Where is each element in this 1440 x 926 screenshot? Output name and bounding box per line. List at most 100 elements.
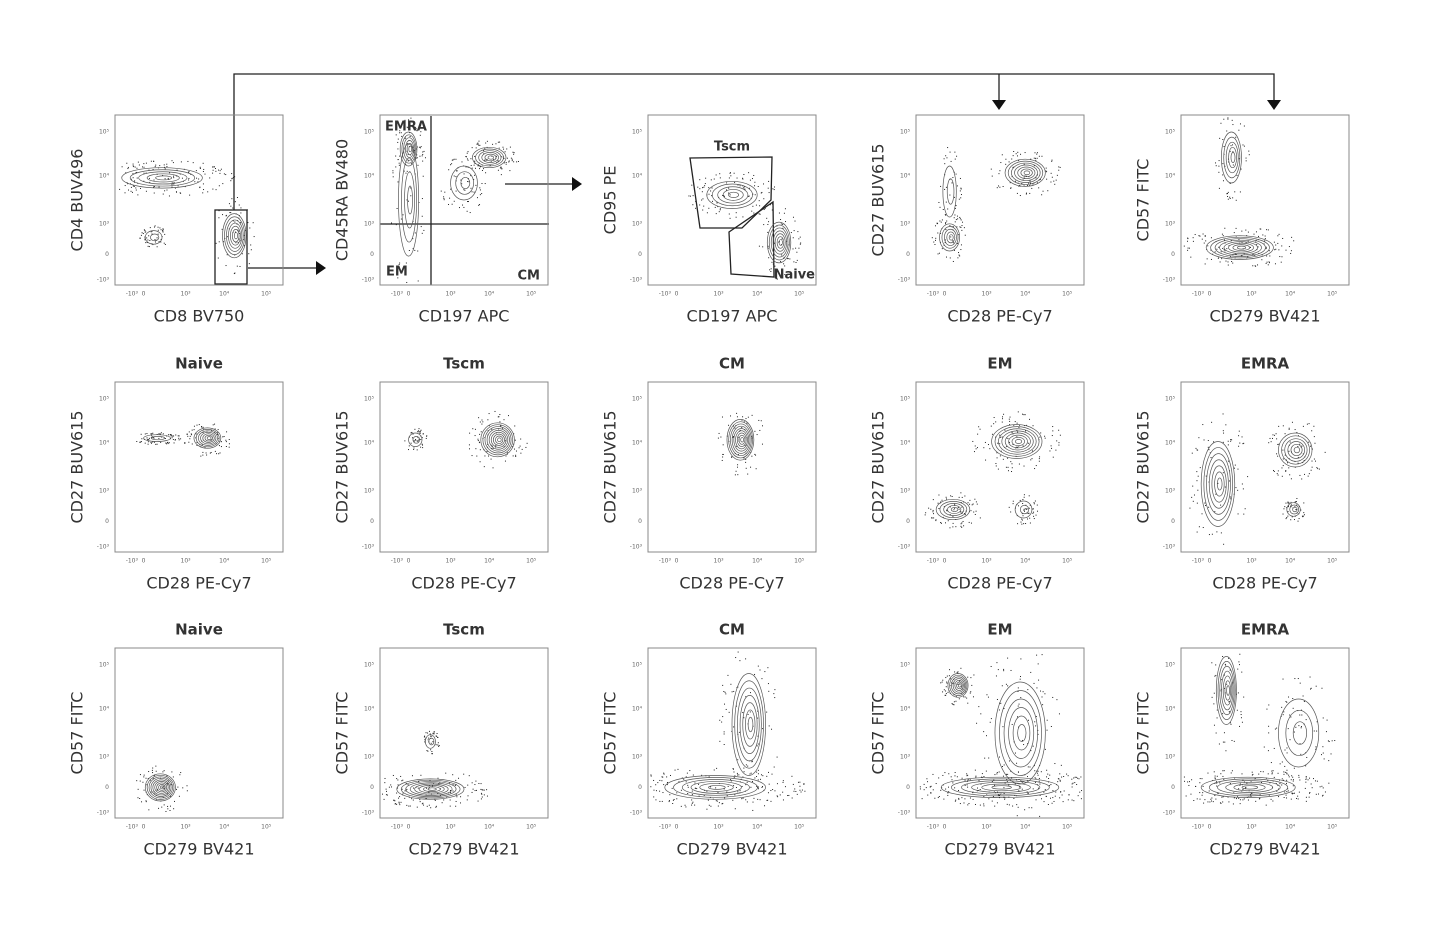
event-dot: [1315, 746, 1317, 748]
event-dot: [757, 788, 759, 790]
contour: [1228, 146, 1237, 169]
event-dot: [742, 178, 744, 180]
event-dot: [409, 187, 411, 189]
event-dot: [443, 199, 445, 201]
event-dot: [488, 425, 490, 427]
event-dot: [919, 786, 921, 788]
contour: [146, 774, 175, 800]
event-dot: [746, 781, 748, 783]
y-axis-label: CD45RA BV480: [333, 139, 352, 261]
event-dot: [1288, 467, 1290, 469]
event-dot: [1237, 668, 1239, 670]
event-dot: [1047, 773, 1049, 775]
event-dot: [499, 425, 501, 427]
event-dot: [407, 143, 409, 145]
event-dot: [435, 806, 437, 808]
event-dot: [515, 454, 517, 456]
event-dot: [1002, 416, 1004, 418]
event-dot: [1059, 797, 1061, 799]
event-dot: [521, 448, 523, 450]
event-dot: [945, 677, 947, 679]
event-dot: [1222, 139, 1224, 141]
event-dot: [737, 474, 739, 476]
event-dot: [1026, 184, 1028, 186]
event-dot: [960, 523, 962, 525]
x-tick-label: 0: [142, 824, 146, 831]
event-dot: [1042, 704, 1044, 706]
event-dot: [180, 438, 182, 440]
event-dot: [478, 417, 480, 419]
event-dot: [1046, 769, 1048, 771]
event-dot: [1239, 803, 1241, 805]
event-dot: [1243, 513, 1245, 515]
event-dot: [152, 436, 154, 438]
event-dot: [1228, 801, 1230, 803]
event-dot: [202, 171, 204, 173]
contour: [1014, 500, 1033, 519]
event-dot: [749, 773, 751, 775]
event-dot: [756, 434, 758, 436]
x-tick-label: -10³: [927, 291, 940, 298]
event-dot: [1213, 771, 1215, 773]
event-dot: [408, 445, 410, 447]
event-dot: [743, 173, 745, 175]
contour: [1292, 721, 1308, 745]
event-dot: [1028, 495, 1030, 497]
event-dot: [757, 743, 759, 745]
event-dot: [799, 243, 801, 245]
event-dot: [952, 782, 954, 784]
event-dot: [1321, 795, 1323, 797]
event-dot: [940, 185, 942, 187]
event-dot: [996, 802, 998, 804]
event-dot: [1058, 713, 1060, 715]
y-tick-label: -10³: [898, 809, 911, 816]
event-dot: [1046, 729, 1048, 731]
event-dot: [127, 183, 129, 185]
x-axis-label: CD197 APC: [419, 307, 510, 326]
event-dot: [944, 522, 946, 524]
event-dot: [234, 176, 236, 178]
event-dot: [166, 442, 168, 444]
event-dot: [147, 777, 149, 779]
event-dot: [1046, 171, 1048, 173]
event-dot: [978, 780, 980, 782]
event-dot: [1272, 434, 1274, 436]
event-dot: [421, 232, 423, 234]
event-dot: [1227, 261, 1229, 263]
event-dot: [1041, 798, 1043, 800]
event-dot: [1220, 251, 1222, 253]
event-dot: [1298, 791, 1300, 793]
event-dot: [1002, 185, 1004, 187]
event-dot: [220, 441, 222, 443]
event-dot: [170, 434, 172, 436]
y-tick-label: 10⁵: [1165, 396, 1176, 403]
x-tick-label: -10³: [391, 291, 404, 298]
event-dot: [384, 782, 386, 784]
event-dot: [485, 172, 487, 174]
event-dot: [154, 239, 156, 241]
event-dot: [1246, 782, 1248, 784]
gate-label: CM: [518, 269, 540, 284]
event-dot: [1284, 749, 1286, 751]
event-dot: [1038, 679, 1040, 681]
contour: [1232, 244, 1251, 251]
contour: [155, 175, 173, 181]
event-dot: [974, 513, 976, 515]
event-dot: [415, 128, 417, 130]
contour: [231, 229, 240, 243]
event-dot: [1058, 444, 1060, 446]
event-dot: [1311, 460, 1313, 462]
event-dot: [1229, 182, 1231, 184]
contour: [766, 221, 792, 264]
event-dot: [188, 179, 190, 181]
event-dot: [1281, 784, 1283, 786]
event-dot: [469, 432, 471, 434]
event-dot: [1029, 418, 1031, 420]
event-dot: [653, 779, 655, 781]
event-dot: [1018, 703, 1020, 705]
event-dot: [1011, 723, 1013, 725]
event-dot: [756, 775, 758, 777]
event-dot: [1038, 187, 1040, 189]
event-dot: [1192, 485, 1194, 487]
event-dot: [1294, 506, 1296, 508]
